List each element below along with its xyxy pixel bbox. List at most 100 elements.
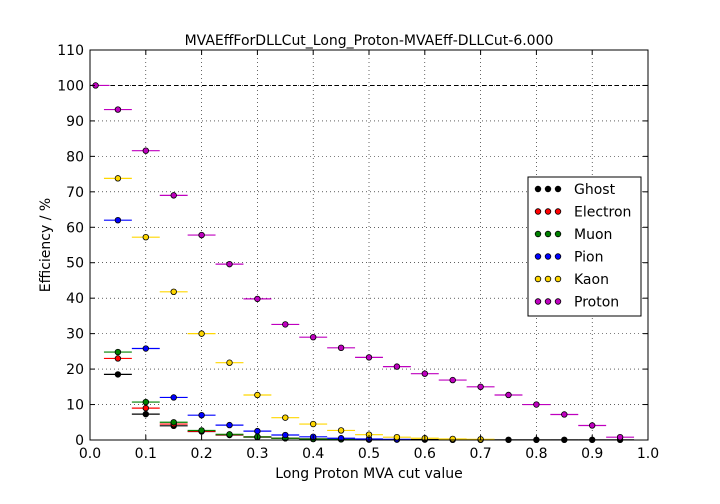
chart-title: MVAEffForDLLCut_Long_Proton-MVAEff-DLLCu…	[185, 33, 554, 49]
data-point	[254, 391, 261, 399]
data-point	[533, 401, 540, 408]
data-point	[142, 398, 149, 406]
data-point	[282, 414, 289, 421]
x-tick-label: 0.4	[302, 446, 324, 462]
x-tick-label: 0.6	[414, 446, 436, 462]
data-point	[449, 435, 456, 443]
x-tick-label: 0.5	[358, 446, 380, 462]
data-point	[226, 359, 233, 366]
data-point	[170, 394, 177, 401]
y-tick-label: 110	[57, 43, 84, 59]
data-point	[393, 433, 401, 441]
data-point	[505, 391, 512, 399]
data-point	[616, 433, 624, 441]
axis-ticks: 0.0 0.1 0.2 0.3 0.4 0.5 0.6 0.7 0.8 0.9 1.0 0 10 20 30…	[57, 43, 659, 462]
legend-marker	[554, 230, 562, 238]
y-tick-label: 30	[66, 327, 84, 343]
data-point	[114, 355, 122, 362]
legend-marker	[534, 275, 542, 283]
legend-marker	[534, 230, 542, 238]
data-point	[589, 422, 596, 429]
legend-label: Proton	[574, 295, 619, 311]
x-tick-label: 0.3	[246, 446, 268, 462]
y-axis-label: Efficiency / %	[38, 198, 54, 292]
y-tick-label: 60	[66, 220, 84, 236]
y-tick-label: 50	[66, 256, 84, 272]
data-point	[170, 192, 177, 199]
data-point	[393, 363, 401, 370]
data-point	[282, 321, 289, 328]
y-tick-label: 100	[57, 78, 84, 94]
data-points	[92, 82, 624, 444]
data-point	[310, 420, 317, 428]
legend-marker	[544, 275, 552, 283]
x-tick-label: 0.1	[135, 446, 157, 462]
data-point	[170, 419, 177, 426]
data-point	[226, 260, 233, 268]
data-point	[198, 427, 205, 434]
data-point	[226, 421, 233, 429]
x-tick-label: 1.0	[637, 446, 659, 462]
legend-marker	[554, 275, 562, 283]
x-tick-label: 0.7	[469, 446, 491, 462]
x-tick-label: 0.0	[79, 446, 101, 462]
legend-marker	[554, 298, 562, 305]
legend-marker	[534, 185, 542, 193]
legend-marker	[544, 230, 552, 238]
data-point	[114, 216, 122, 224]
y-tick-label: 70	[66, 185, 84, 201]
legend-label: Kaon	[574, 272, 609, 288]
data-point	[142, 233, 149, 241]
legend-marker	[534, 208, 542, 215]
data-point	[198, 330, 205, 337]
data-point	[561, 411, 568, 418]
legend-marker	[544, 208, 552, 215]
y-tick-label: 20	[66, 362, 84, 378]
y-tick-label: 90	[66, 114, 84, 130]
y-tick-label: 40	[66, 291, 84, 307]
data-point	[421, 370, 428, 377]
data-point	[254, 295, 261, 303]
legend-label: Muon	[574, 227, 612, 243]
legend-marker	[544, 253, 552, 260]
data-point	[114, 348, 122, 356]
legend-label: Electron	[574, 205, 631, 221]
legend-marker	[554, 208, 562, 215]
data-point	[114, 175, 122, 182]
legend-marker	[554, 253, 562, 260]
data-point	[142, 345, 149, 352]
y-tick-label: 80	[66, 149, 84, 165]
data-point	[449, 376, 456, 384]
data-point	[254, 427, 261, 435]
data-point	[142, 410, 149, 418]
legend-label: Ghost	[574, 182, 616, 198]
x-tick-label: 0.8	[525, 446, 547, 462]
data-point	[142, 404, 149, 412]
data-point	[198, 231, 205, 239]
data-point	[337, 427, 345, 434]
data-point	[337, 344, 345, 352]
data-point	[365, 354, 373, 361]
legend-label: Pion	[574, 250, 603, 266]
legend-box	[527, 176, 642, 317]
legend: Ghost Electron Muon Pion Kaon Proton	[527, 176, 642, 317]
data-point	[198, 411, 205, 419]
y-tick-label: 10	[66, 398, 84, 414]
y-tick-label: 0	[75, 433, 84, 449]
x-tick-label: 0.2	[190, 446, 212, 462]
legend-marker	[544, 185, 552, 193]
data-point	[226, 431, 233, 438]
legend-marker	[534, 298, 542, 305]
data-point	[310, 333, 317, 341]
data-point	[142, 147, 149, 154]
data-point	[477, 383, 484, 391]
legend-marker	[554, 185, 562, 193]
data-point	[170, 288, 177, 295]
x-axis-label: Long Proton MVA cut value	[275, 466, 462, 482]
legend-marker	[534, 253, 542, 260]
data-point	[114, 106, 122, 113]
legend-marker	[544, 298, 552, 305]
data-point	[282, 431, 289, 439]
